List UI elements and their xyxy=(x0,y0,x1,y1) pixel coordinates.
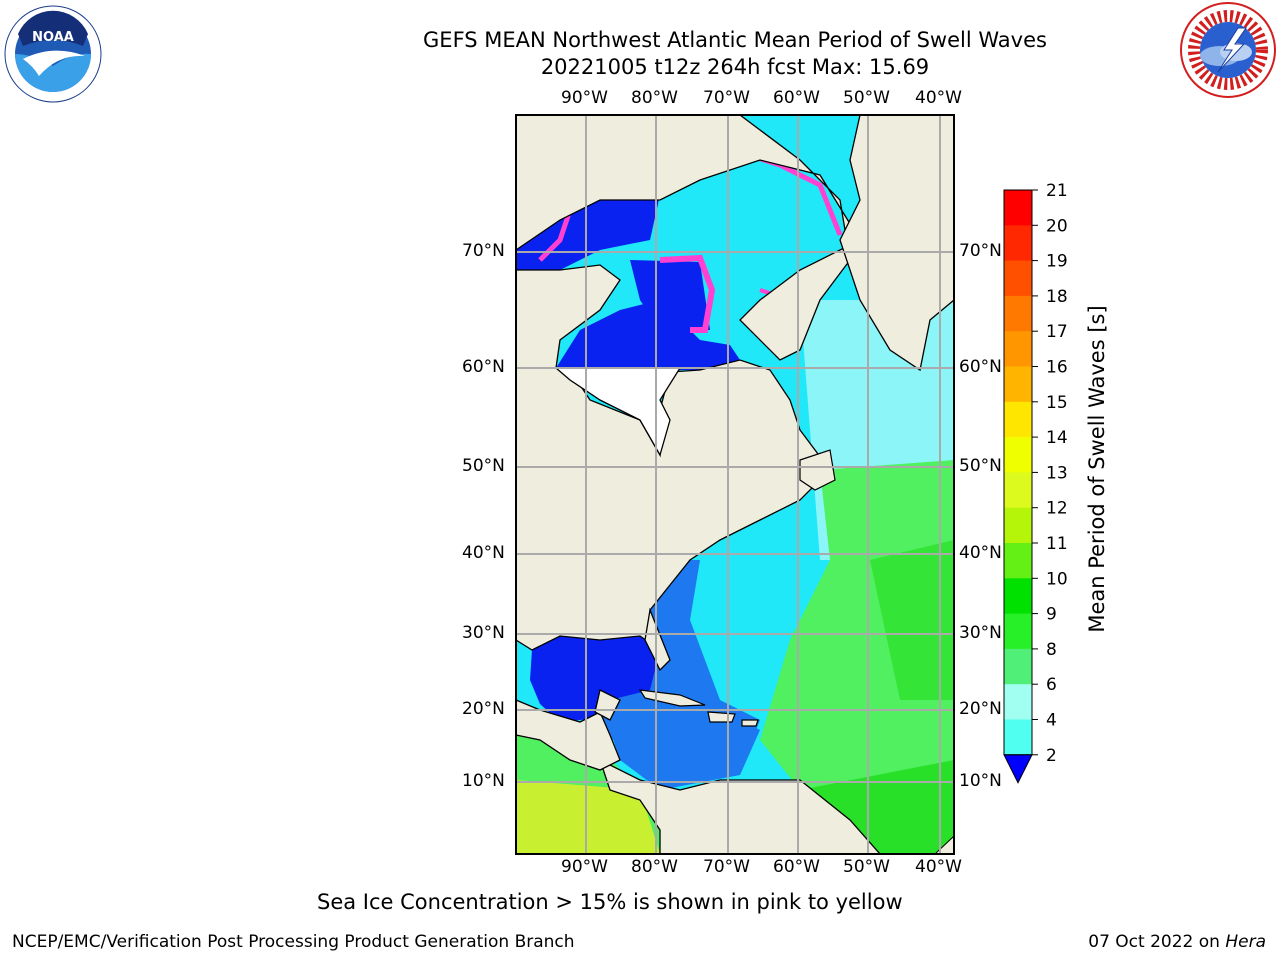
lon-label-bottom: 90°W xyxy=(561,857,608,877)
colorbar-tick-label: 11 xyxy=(1046,534,1068,554)
colorbar-swatch xyxy=(1004,543,1032,579)
lat-label-right: 40°N xyxy=(959,543,1002,563)
colorbar: 21 20 19 18 17 16 15 14 13 12 11 10 9 8 6 4 2 xyxy=(1003,181,1068,784)
colorbar-label: Mean Period of Swell Waves [s] xyxy=(1085,305,1109,633)
lon-label-top: 90°W xyxy=(561,88,608,108)
colorbar-swatch xyxy=(1004,295,1032,332)
colorbar-swatch xyxy=(1004,366,1032,403)
colorbar-tick-label: 2 xyxy=(1046,746,1057,766)
map-gridlines xyxy=(516,115,954,854)
colorbar-tick-label: 16 xyxy=(1046,358,1068,378)
map-subtitle: 20221005 t12z 264h fcst Max: 15.69 xyxy=(540,55,930,79)
colorbar-swatch xyxy=(1004,331,1032,367)
colorbar-swatch xyxy=(1004,684,1032,720)
footer-host: Hera xyxy=(1225,932,1266,952)
lat-label-left: 20°N xyxy=(462,699,505,719)
lat-label-right: 20°N xyxy=(959,699,1002,719)
colorbar-swatch xyxy=(1004,507,1032,544)
colorbar-tick-label: 14 xyxy=(1046,428,1068,448)
colorbar-under-arrow xyxy=(1003,754,1033,784)
lat-label-right: 60°N xyxy=(959,357,1002,377)
sea-ice-caption: Sea Ice Concentration > 15% is shown in … xyxy=(317,890,903,914)
colorbar-tick-label: 8 xyxy=(1046,640,1057,660)
nws-logo xyxy=(1178,0,1278,100)
colorbar-tick-label: 18 xyxy=(1046,287,1068,307)
colorbar-swatch xyxy=(1004,401,1032,438)
lat-label-left: 30°N xyxy=(462,623,505,643)
lat-label-right: 70°N xyxy=(959,241,1002,261)
colorbar-tick-label: 15 xyxy=(1046,393,1068,413)
colorbar-swatch xyxy=(1004,613,1032,650)
colorbar-tick-label: 21 xyxy=(1046,181,1068,201)
lat-label-left: 70°N xyxy=(462,241,505,261)
lat-label-left: 10°N xyxy=(462,771,505,791)
colorbar-tick-label: 20 xyxy=(1046,216,1068,236)
lat-label-right: 10°N xyxy=(959,771,1002,791)
lon-label-bottom: 60°W xyxy=(773,857,820,877)
colorbar-swatch xyxy=(1004,437,1032,473)
colorbar-tick-label: 13 xyxy=(1046,463,1068,483)
footer-date-text: 07 Oct 2022 on xyxy=(1088,932,1226,952)
lat-label-left: 50°N xyxy=(462,456,505,476)
colorbar-tick-label: 19 xyxy=(1046,252,1068,272)
map-field xyxy=(516,115,954,854)
footer-credit: NCEP/EMC/Verification Post Processing Pr… xyxy=(12,932,575,952)
lat-label-left: 40°N xyxy=(462,543,505,563)
colorbar-swatch xyxy=(1004,578,1032,615)
colorbar-swatch xyxy=(1004,260,1032,297)
map-title: GEFS MEAN Northwest Atlantic Mean Period… xyxy=(423,28,1047,52)
lon-label-top: 40°W xyxy=(915,88,962,108)
colorbar-ticks: 21 20 19 18 17 16 15 14 13 12 11 10 9 8 6 4 2 xyxy=(1032,181,1068,766)
noaa-logo: NOAA xyxy=(3,4,103,104)
footer-date: 07 Oct 2022 on Hera xyxy=(1088,932,1266,952)
lon-label-bottom: 40°W xyxy=(915,857,962,877)
noaa-logo-text: NOAA xyxy=(32,30,74,45)
colorbar-swatch xyxy=(1004,719,1032,756)
lon-label-top: 60°W xyxy=(773,88,820,108)
colorbar-swatches xyxy=(1003,189,1033,784)
colorbar-tick-label: 10 xyxy=(1046,569,1068,589)
colorbar-swatch xyxy=(1004,472,1032,509)
lon-label-bottom: 80°W xyxy=(631,857,678,877)
colorbar-tick-label: 4 xyxy=(1046,711,1057,731)
colorbar-tick-label: 9 xyxy=(1046,605,1057,625)
colorbar-swatch xyxy=(1004,648,1032,685)
colorbar-tick-label: 12 xyxy=(1046,499,1068,519)
lat-label-right: 30°N xyxy=(959,623,1002,643)
map-frame xyxy=(515,114,955,855)
lon-label-bottom: 50°W xyxy=(843,857,890,877)
colorbar-tick-label: 6 xyxy=(1046,675,1057,695)
lon-label-top: 50°W xyxy=(843,88,890,108)
lon-label-top: 80°W xyxy=(631,88,678,108)
lon-label-bottom: 70°W xyxy=(703,857,750,877)
lat-label-right: 50°N xyxy=(959,456,1002,476)
lon-label-top: 70°W xyxy=(703,88,750,108)
colorbar-swatch xyxy=(1004,225,1032,262)
colorbar-tick-label: 17 xyxy=(1046,322,1068,342)
colorbar-swatch xyxy=(1004,190,1032,226)
lat-label-left: 60°N xyxy=(462,357,505,377)
